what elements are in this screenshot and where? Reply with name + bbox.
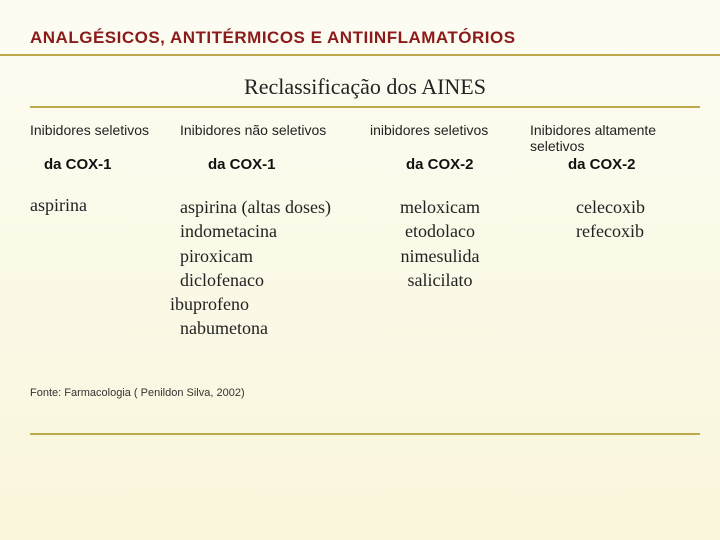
bottom-rule: [30, 433, 700, 435]
list-item: aspirina: [30, 195, 180, 216]
category-header-row: Inibidores seletivos Inibidores não sele…: [30, 122, 700, 154]
subheader-col-3: da COX-2: [370, 156, 530, 173]
subheader-col-4: da COX-2: [530, 156, 700, 173]
list-item: diclofenaco: [180, 268, 370, 292]
header-col-1: Inibidores seletivos: [30, 122, 180, 154]
data-col-2: aspirina (altas doses) indometacina piro…: [180, 195, 370, 341]
list-item: nimesulida: [370, 244, 510, 268]
subheader-col-2: da COX-1: [180, 156, 370, 173]
list-item: aspirina (altas doses): [180, 195, 370, 219]
list-item: indometacina: [180, 219, 370, 243]
slide-subtitle: Reclassificação dos AINES: [30, 74, 700, 100]
list-item: refecoxib: [576, 219, 700, 243]
data-col-3: meloxicam etodolaco nimesulida salicilat…: [370, 195, 530, 341]
data-col-1: aspirina: [30, 195, 180, 341]
category-subheader-row: da COX-1 da COX-1 da COX-2 da COX-2: [30, 156, 700, 173]
slide-title: ANALGÉSICOS, ANTITÉRMICOS E ANTIINFLAMAT…: [30, 28, 700, 48]
data-row: aspirina aspirina (altas doses) indometa…: [30, 195, 700, 341]
subtitle-rule: [30, 106, 700, 108]
top-rule: [0, 54, 720, 56]
list-item: nabumetona: [180, 316, 370, 340]
list-item: etodolaco: [370, 219, 510, 243]
source-citation: Fonte: Farmacologia ( Penildon Silva, 20…: [30, 387, 700, 399]
list-item: piroxicam: [180, 244, 370, 268]
list-item: ibuprofeno: [170, 292, 370, 316]
data-col-4: celecoxib refecoxib: [530, 195, 700, 341]
header-col-2: Inibidores não seletivos: [180, 122, 370, 154]
subheader-col-1: da COX-1: [30, 156, 180, 173]
header-col-3: inibidores seletivos: [370, 122, 530, 154]
header-col-4: Inibidores altamente seletivos: [530, 122, 700, 154]
list-item: salicilato: [370, 268, 510, 292]
list-item: celecoxib: [576, 195, 700, 219]
list-item: meloxicam: [370, 195, 510, 219]
